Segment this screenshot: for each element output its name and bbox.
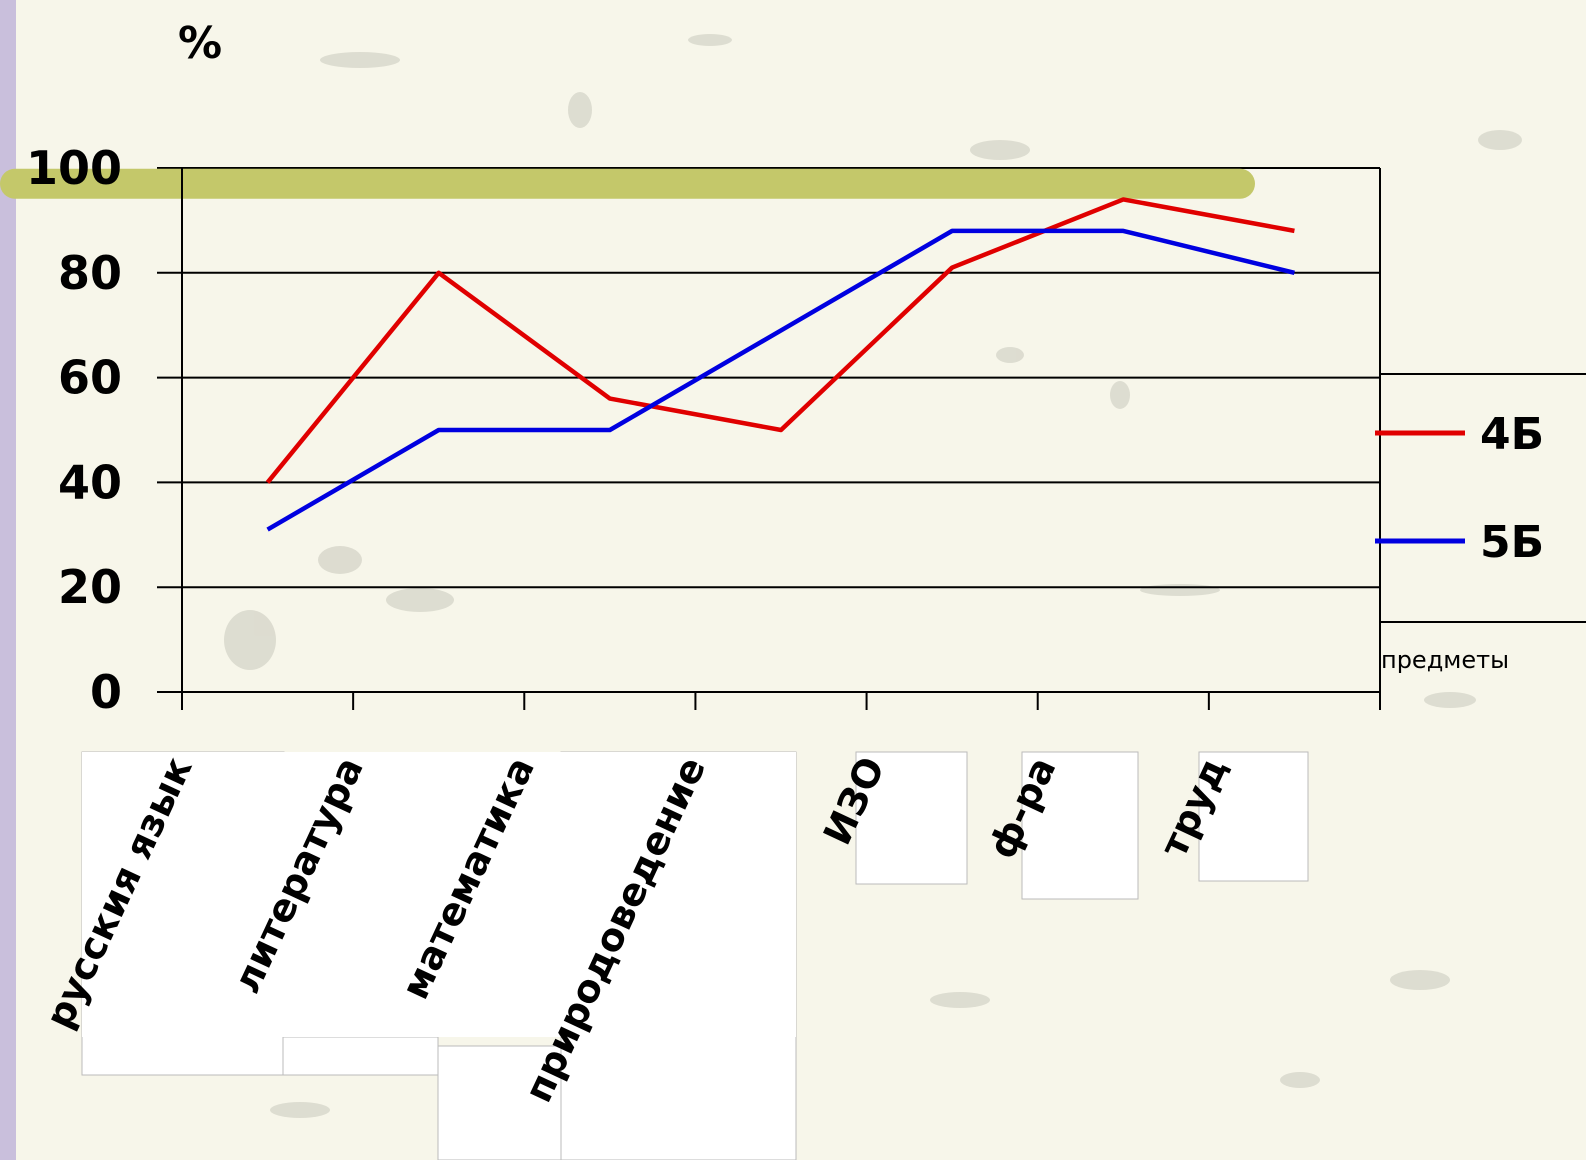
y-tick-label: 60 xyxy=(58,351,122,405)
series-line-0 xyxy=(265,197,1295,484)
x-label-box xyxy=(282,1036,439,1076)
y-tick-label: 20 xyxy=(58,560,122,614)
y-tick-label: 0 xyxy=(90,665,122,719)
axes xyxy=(157,168,1381,710)
y-axis-unit-label: % xyxy=(178,18,222,69)
legend-label: 5Б xyxy=(1480,517,1544,568)
sidebar-strip xyxy=(0,0,16,1160)
x-label-box xyxy=(437,1045,562,1160)
series-line-1 xyxy=(266,228,1295,532)
y-tick-label: 100 xyxy=(26,141,122,195)
x-label-boxes xyxy=(81,751,1309,1160)
x-label-box xyxy=(1198,751,1309,882)
legend-label: 4Б xyxy=(1480,409,1544,460)
gridlines xyxy=(157,167,1380,589)
highlight-band xyxy=(0,168,1255,199)
y-tick-label: 80 xyxy=(58,246,122,300)
legend: 4Б 5Б xyxy=(1375,373,1586,623)
x-label-box xyxy=(1021,751,1139,900)
x-axis-title: предметы xyxy=(1381,646,1509,674)
x-label-box xyxy=(855,751,968,885)
y-tick-labels: 0 20 40 60 80 100 xyxy=(26,141,122,719)
y-tick-label: 40 xyxy=(58,455,122,509)
x-label-box xyxy=(82,752,796,1037)
series-lines xyxy=(265,197,1295,532)
